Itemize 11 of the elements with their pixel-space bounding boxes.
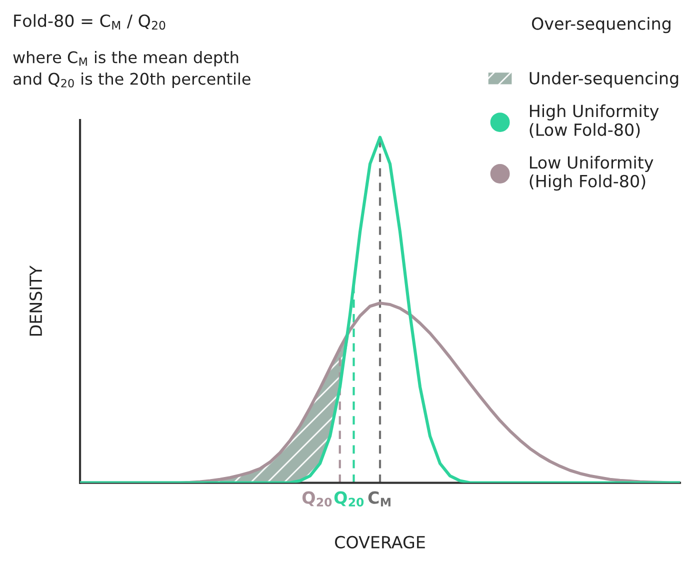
legend-label: Low Uniformity (High Fold-80) xyxy=(530,156,654,191)
legend-label: Under-sequencing xyxy=(530,72,678,88)
legend-label: High Uniformity (Low Fold-80) xyxy=(530,104,659,138)
text: Over-sequencing xyxy=(532,16,670,34)
chart-title: Fold-80 = C$_{M}$ / Q$_{20}$ xyxy=(14,14,166,30)
text: where C$_{M}$ is the mean depth and Q$_{20}$ is the 20th percentile xyxy=(13,50,250,88)
text: Q$_{20}$ xyxy=(302,491,332,507)
text: Q$_{20}$ xyxy=(334,491,364,507)
x-axis-title: COVERAGE xyxy=(335,536,425,548)
text: C$_{M}$ xyxy=(368,491,390,506)
y-axis-title: DENSITY xyxy=(29,266,42,336)
